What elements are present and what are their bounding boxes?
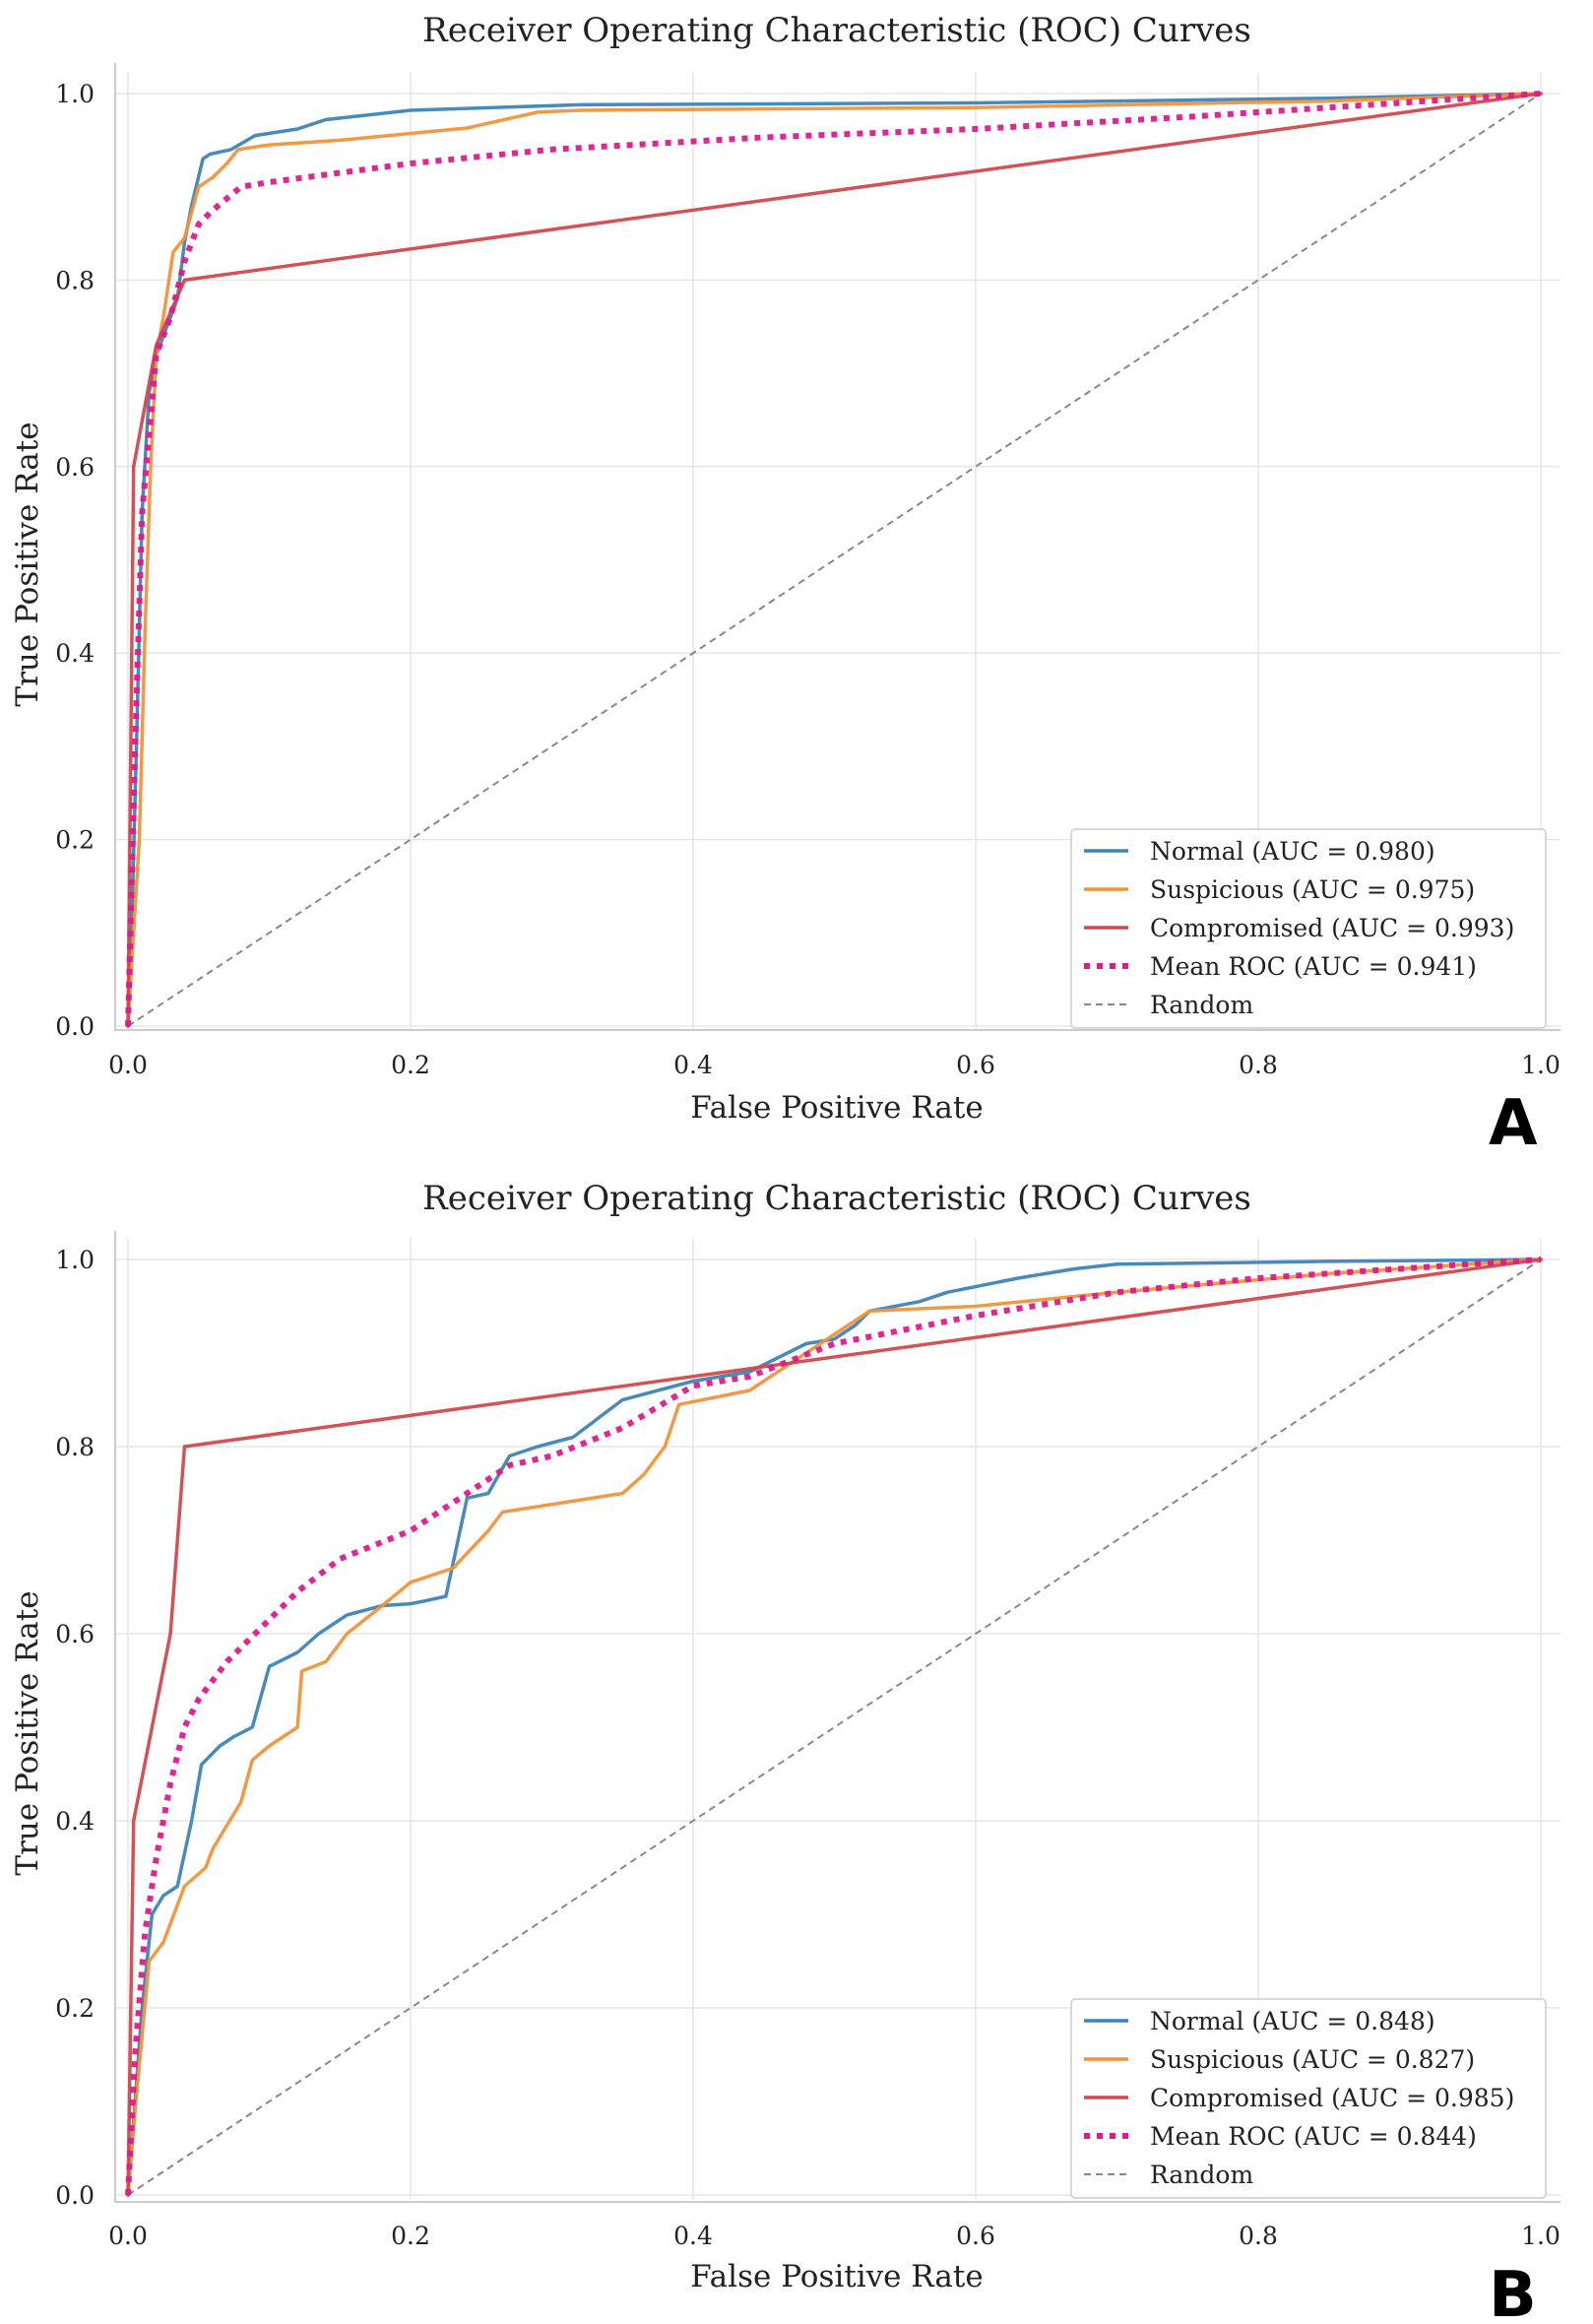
y-tick-label-a-1: 0.2	[55, 826, 95, 855]
legend-label-b-3: Mean ROC (AUC = 0.844)	[1150, 2122, 1477, 2151]
series-line-b-3	[125, 1257, 1542, 2196]
legend-label-a-3: Mean ROC (AUC = 0.941)	[1150, 952, 1477, 981]
legend-label-b-1: Suspicious (AUC = 0.827)	[1150, 2045, 1475, 2074]
series-line-a-3	[125, 91, 1542, 1027]
ticks-b: 0.0 0.2 0.4 0.6 0.8 1.0 0.0 0.2 0.4 0.6 0.8 1.0	[55, 1246, 1561, 2250]
series-line-a-2	[126, 92, 1543, 1028]
panel-b: Receiver Operating Characteristic (ROC) …	[10, 1179, 1561, 2324]
y-tick-label-b-5: 1.0	[55, 1246, 95, 1274]
axes-spine-b	[114, 1231, 1561, 2203]
legend-b: Normal (AUC = 0.848) Suspicious (AUC = 0.…	[1070, 1998, 1547, 2199]
y-tick-label-b-3: 0.6	[55, 1620, 95, 1648]
panel-a: Receiver Operating Characteristic (ROC) …	[10, 11, 1561, 1160]
x-tick-label-a-0: 0.0	[108, 1051, 148, 1079]
x-axis-label-b: False Positive Rate	[690, 2259, 983, 2294]
legend-label-a-1: Suspicious (AUC = 0.975)	[1150, 875, 1475, 904]
ticks-a: 0.0 0.2 0.4 0.6 0.8 1.0 0.0 0.2 0.4 0.6 0.8 1.0	[55, 80, 1561, 1079]
chart-title-a: Receiver Operating Characteristic (ROC) …	[422, 11, 1251, 50]
x-tick-label-b-1: 0.2	[391, 2222, 430, 2250]
legend-box-a	[1070, 828, 1547, 1029]
x-tick-label-b-5: 1.0	[1521, 2222, 1561, 2250]
x-tick-label-b-2: 0.4	[673, 2222, 713, 2250]
y-axis-label-b: True Positive Rate	[10, 1590, 45, 1875]
series-line-a-4	[127, 93, 1542, 1027]
chart-title-b: Receiver Operating Characteristic (ROC) …	[422, 1179, 1251, 1218]
x-tick-label-a-4: 0.8	[1239, 1051, 1278, 1079]
panel-letter-b: B	[1489, 2259, 1537, 2324]
legend-label-b-2: Compromised (AUC = 0.985)	[1150, 2084, 1514, 2112]
x-tick-label-a-5: 1.0	[1521, 1051, 1561, 1079]
series-line-a-0	[126, 92, 1543, 1028]
y-tick-label-b-2: 0.4	[55, 1807, 95, 1836]
series-lines-b	[125, 1257, 1543, 2197]
series-lines-a	[125, 91, 1543, 1028]
y-tick-label-b-0: 0.0	[55, 2181, 95, 2210]
x-tick-label-a-1: 0.2	[391, 1051, 430, 1079]
series-line-b-4	[127, 1259, 1542, 2196]
legend-label-a-2: Compromised (AUC = 0.993)	[1150, 914, 1514, 942]
panel-letter-a: A	[1489, 1087, 1538, 1160]
legend-label-a-0: Normal (AUC = 0.980)	[1150, 837, 1435, 866]
y-tick-label-a-2: 0.4	[55, 639, 95, 668]
legend-box-b	[1070, 1998, 1547, 2199]
y-tick-label-b-1: 0.2	[55, 1994, 95, 2023]
axes-spine-a	[114, 63, 1561, 1031]
y-axis-label-a: True Positive Rate	[10, 421, 45, 706]
x-tick-label-a-2: 0.4	[673, 1051, 713, 1079]
legend-label-b-4: Random	[1150, 2161, 1253, 2189]
x-tick-label-b-4: 0.8	[1239, 2222, 1278, 2250]
y-tick-label-b-4: 0.8	[55, 1433, 95, 1461]
x-tick-label-a-3: 0.6	[956, 1051, 995, 1079]
series-line-b-2	[126, 1258, 1543, 2197]
x-tick-label-b-3: 0.6	[956, 2222, 995, 2250]
y-tick-label-a-5: 1.0	[55, 80, 95, 108]
y-tick-label-a-0: 0.0	[55, 1012, 95, 1041]
legend-label-a-4: Random	[1150, 991, 1253, 1019]
y-tick-label-a-4: 0.8	[55, 266, 95, 294]
legend-a: Normal (AUC = 0.980) Suspicious (AUC = 0.…	[1070, 828, 1547, 1029]
x-tick-label-b-0: 0.0	[108, 2222, 148, 2250]
legend-label-b-0: Normal (AUC = 0.848)	[1150, 2007, 1435, 2035]
series-line-a-1	[126, 92, 1543, 1028]
series-line-b-1	[126, 1258, 1543, 2197]
series-line-b-0	[126, 1258, 1543, 2197]
grid-a	[115, 72, 1561, 1030]
y-tick-label-a-3: 0.6	[55, 453, 95, 482]
x-axis-label-a: False Positive Rate	[690, 1090, 983, 1126]
